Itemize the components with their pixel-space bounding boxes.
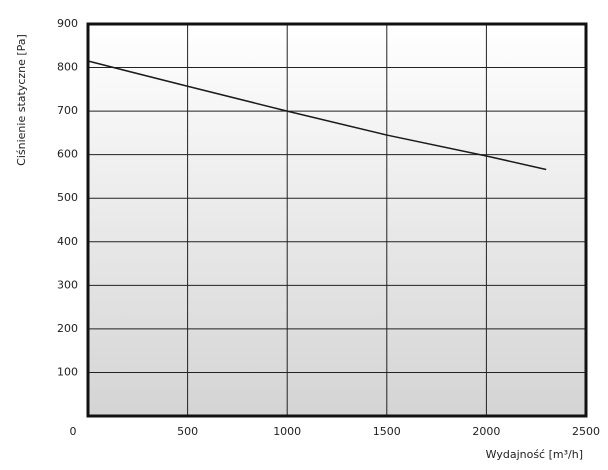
y-tick-label: 200 — [57, 322, 78, 335]
y-axis-title: Ciśnienie statyczne [Pa] — [15, 34, 28, 166]
y-tick-label: 600 — [57, 148, 78, 161]
x-tick-label: 1500 — [373, 425, 401, 438]
data-line — [87, 60, 547, 171]
x-tick-label: 2000 — [472, 425, 500, 438]
x-tick-label: 2500 — [572, 425, 600, 438]
y-tick-label: 500 — [57, 191, 78, 204]
x-axis-title: Wydajność [m³/h] — [486, 448, 583, 461]
y-tick-label: 900 — [57, 17, 78, 30]
y-tick-label: 100 — [57, 365, 78, 378]
x-tick-label: 500 — [177, 425, 198, 438]
x-tick-label: 1000 — [273, 425, 301, 438]
plot-frame — [86, 22, 588, 418]
y-tick-label: 700 — [57, 104, 78, 117]
marks — [87, 60, 547, 171]
plot-background — [88, 24, 586, 416]
grid — [87, 23, 587, 416]
x-tick-label: 0 — [70, 425, 77, 438]
y-tick-label: 300 — [57, 278, 78, 291]
y-tick-label: 400 — [57, 235, 78, 248]
y-tick-label: 800 — [57, 61, 78, 74]
